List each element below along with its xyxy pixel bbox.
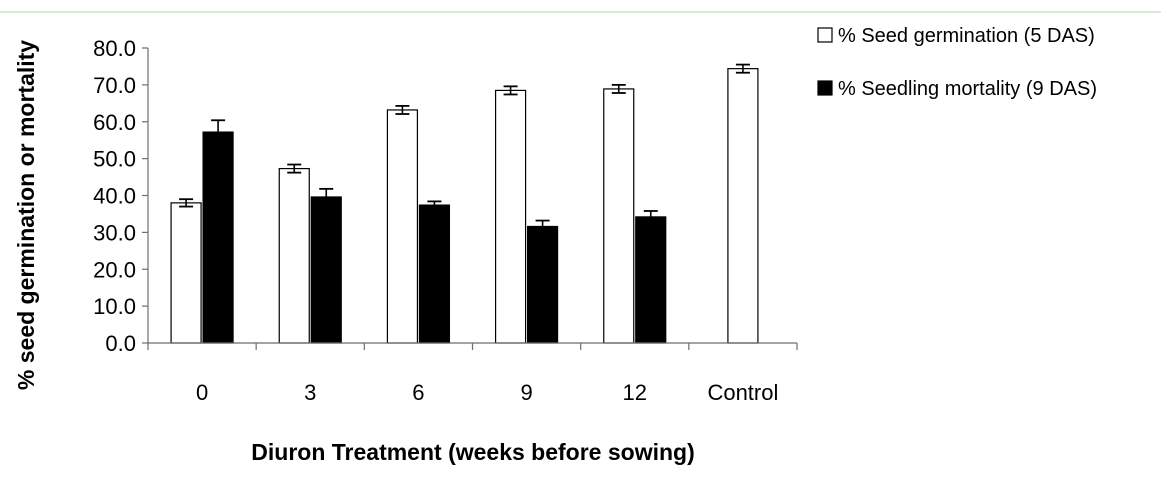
legend-label-mortality: % Seedling mortality (9 DAS)	[838, 78, 1097, 100]
x-ticks: 0 3 6 9 12 Control	[147, 343, 798, 405]
y-tick-label: 40.0	[93, 184, 136, 209]
x-tick-label: 3	[304, 380, 316, 405]
error-bar	[503, 85, 518, 96]
legend-swatch-mortality	[817, 80, 833, 96]
x-tick-label: 9	[520, 380, 532, 405]
bar-mortality	[310, 196, 342, 344]
error-bar	[395, 104, 410, 115]
x-tick-label: 0	[196, 380, 208, 405]
legend-swatch-germination	[817, 27, 833, 43]
legend: % Seed germination (5 DAS) % Seedling mo…	[817, 25, 1097, 100]
error-bar	[179, 198, 194, 208]
y-tick-label: 80.0	[93, 36, 136, 61]
bar-germination	[727, 68, 759, 344]
bar-mortality	[418, 204, 451, 344]
x-tick-label: 12	[623, 380, 647, 405]
x-axis-title: Diuron Treatment (weeks before sowing)	[251, 439, 694, 465]
bar-germination	[386, 109, 419, 344]
error-bar	[643, 210, 658, 224]
bar-germination	[603, 88, 635, 344]
y-tick-label: 30.0	[93, 220, 136, 245]
y-tick-label: 10.0	[93, 294, 136, 319]
x-tick-label: Control	[707, 380, 778, 405]
bar-mortality	[202, 131, 234, 344]
error-bar	[319, 187, 334, 206]
x-tick-label: 6	[412, 380, 424, 405]
error-bar	[735, 63, 750, 74]
bar-mortality	[635, 216, 667, 344]
legend-label-germination: % Seed germination (5 DAS)	[838, 25, 1095, 47]
y-ticks: 0.0 10.0 20.0 30.0 40.0 50.0 60.0 70.0 80.0	[93, 36, 148, 356]
bar-germination	[170, 202, 202, 344]
plot-area	[170, 63, 759, 344]
y-tick-label: 0.0	[105, 331, 136, 356]
error-bar	[211, 119, 226, 145]
y-tick-label: 50.0	[93, 147, 136, 172]
bar-mortality	[526, 225, 559, 344]
y-tick-label: 60.0	[93, 110, 136, 135]
bar-germination	[278, 167, 310, 344]
error-bar	[535, 219, 550, 234]
error-bar	[427, 200, 442, 210]
y-tick-label: 70.0	[93, 73, 136, 98]
bar-germination	[494, 89, 527, 344]
y-axis-title: % seed germination or mortality	[13, 40, 39, 390]
error-bar	[611, 83, 626, 94]
y-tick-label: 20.0	[93, 257, 136, 282]
error-bar	[287, 163, 302, 174]
